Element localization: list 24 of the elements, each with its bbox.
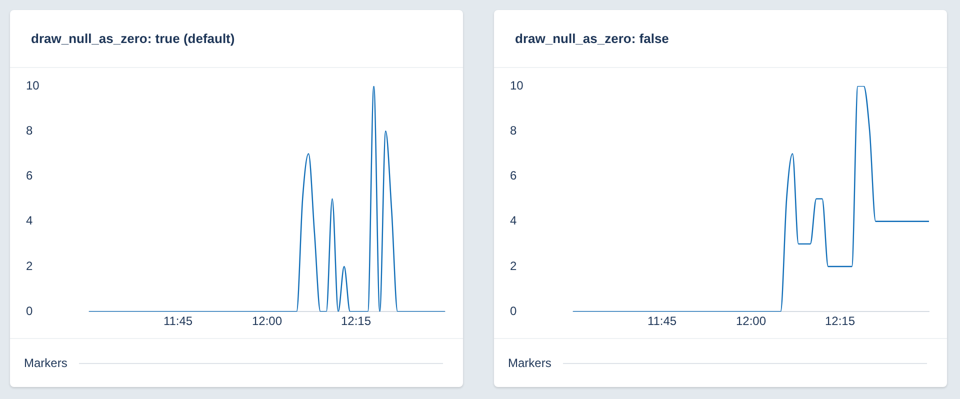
y-tick-label: 0	[26, 304, 33, 318]
line-series	[89, 86, 445, 312]
y-tick-label: 4	[26, 214, 33, 228]
x-tick-label: 12:00	[252, 314, 282, 328]
y-tick-label: 2	[26, 258, 33, 273]
x-tick-label: 12:00	[736, 314, 766, 328]
chart-title: draw_null_as_zero: false	[515, 31, 669, 46]
y-tick-label: 8	[510, 123, 517, 138]
x-tick-label: 11:45	[163, 314, 193, 328]
chart-title: draw_null_as_zero: true (default)	[31, 31, 235, 46]
y-tick-label: 10	[26, 78, 40, 92]
x-tick-label: 11:45	[647, 314, 677, 328]
text: Markers	[508, 356, 552, 370]
y-tick-label: 0	[510, 304, 517, 318]
y-tick-label: 2	[510, 258, 517, 273]
y-tick-label: 8	[26, 123, 33, 138]
y-tick-label: 6	[510, 168, 517, 183]
text: Markers	[24, 356, 68, 370]
y-tick-label: 4	[510, 214, 517, 228]
line-series	[573, 86, 929, 312]
x-tick-label: 12:15	[340, 314, 372, 328]
x-tick-label: 12:15	[824, 314, 856, 328]
y-tick-label: 10	[510, 78, 524, 92]
y-tick-label: 6	[26, 168, 33, 183]
